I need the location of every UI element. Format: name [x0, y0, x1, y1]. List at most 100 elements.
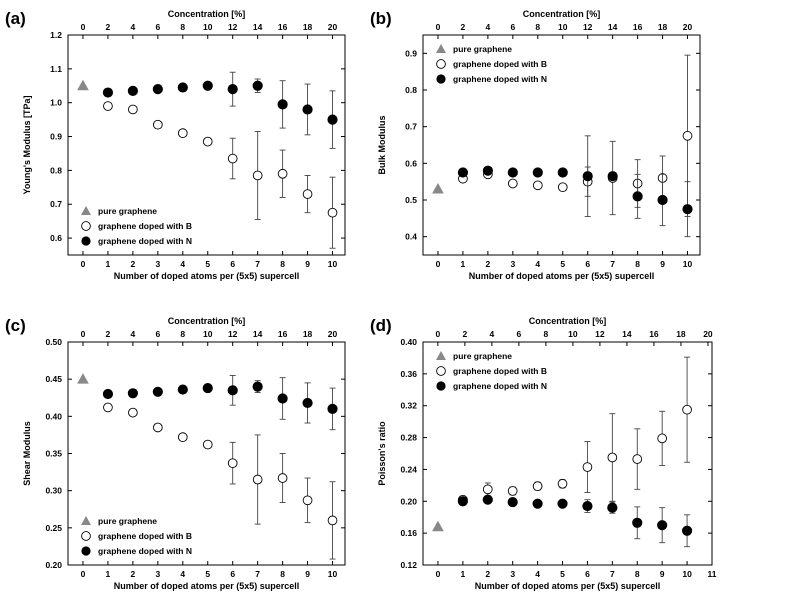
- x-tick-label: 1: [106, 569, 111, 579]
- x-tick-label: 8: [635, 259, 640, 269]
- x-tick-label: 2: [485, 569, 490, 579]
- top-tick-label: 4: [490, 329, 495, 339]
- top-tick-label: 0: [81, 329, 86, 339]
- data-point-boron: [582, 462, 593, 472]
- legend: pure graphene graphene doped with B graphe…: [436, 44, 547, 84]
- y-tick-label: 0.8: [405, 85, 417, 95]
- data-point-boron: [128, 104, 138, 115]
- data-point-boron: [682, 404, 692, 415]
- legend-label: graphene doped with B: [98, 221, 192, 231]
- legend-marker-pure: [436, 351, 446, 360]
- y-axis-title: Young's Modulus [TPa]: [22, 96, 32, 195]
- x-axis-title: Number of doped atoms per (5x5) supercel…: [114, 581, 300, 591]
- data-point-nitrogen: [657, 520, 668, 531]
- data-point-boron: [277, 473, 288, 483]
- y-tick-label: 0.9: [405, 48, 417, 58]
- x-tick-label: 1: [106, 259, 111, 269]
- data-point-nitrogen: [532, 498, 543, 509]
- legend-label: graphene doped with B: [453, 366, 547, 376]
- legend-label: graphene doped with N: [453, 381, 547, 391]
- data-point-boron: [507, 486, 518, 496]
- data-point-boron: [657, 433, 668, 444]
- data-point-boron: [327, 207, 338, 218]
- y-tick-label: 0.4: [405, 232, 417, 242]
- series-triangle: [432, 520, 444, 532]
- top-tick-label: 0: [436, 22, 441, 32]
- y-tick-label: 0.25: [45, 523, 62, 533]
- top-tick-label: 4: [131, 22, 136, 32]
- data-point-nitrogen: [177, 82, 188, 93]
- y-axis-title: Bulk Modulus: [377, 116, 387, 175]
- data-point-nitrogen: [607, 171, 618, 182]
- data-point-boron: [177, 432, 188, 442]
- series-filled-circle: [457, 494, 693, 548]
- x-tick-label: 4: [535, 569, 540, 579]
- legend-label: pure graphene: [98, 516, 157, 526]
- data-point-pure: [432, 182, 444, 194]
- top-tick-label: 20: [703, 329, 713, 339]
- x-tick-label: 4: [180, 569, 185, 579]
- top-tick-label: 16: [649, 329, 659, 339]
- legend-label: graphene doped with B: [453, 59, 547, 69]
- data-point-nitrogen: [127, 388, 138, 399]
- top-tick-label: 14: [253, 22, 263, 32]
- top-tick-label: 6: [510, 22, 515, 32]
- top-tick-label: 12: [228, 22, 238, 32]
- top-tick-label: 16: [278, 329, 288, 339]
- top-tick-label: 10: [568, 329, 578, 339]
- legend-marker-boron: [81, 531, 91, 541]
- data-point-nitrogen: [327, 403, 338, 414]
- y-tick-label: 0.12: [400, 560, 417, 570]
- legend: pure graphene graphene doped with B graphe…: [436, 351, 547, 391]
- legend-marker-boron: [436, 366, 446, 376]
- x-tick-label: 7: [255, 569, 260, 579]
- top-tick-label: 6: [155, 329, 160, 339]
- x-tick-label: 3: [155, 259, 160, 269]
- data-point-boron: [557, 182, 568, 193]
- y-tick-label: 0.24: [400, 464, 417, 474]
- top-tick-label: 2: [106, 22, 111, 32]
- series-filled-circle: [457, 135, 693, 238]
- y-axis-title: Shear Modulus: [22, 421, 32, 486]
- data-point-nitrogen: [681, 525, 693, 536]
- panel-label: (d): [370, 316, 392, 335]
- data-point-nitrogen: [102, 87, 114, 98]
- x-tick-label: 0: [436, 569, 441, 579]
- legend-label: graphene doped with N: [453, 74, 547, 84]
- data-point-boron: [152, 422, 163, 433]
- legend-marker-boron: [81, 221, 91, 231]
- data-point-boron: [532, 180, 543, 191]
- legend-marker-nitrogen: [81, 236, 91, 246]
- data-point-nitrogen: [457, 496, 468, 507]
- data-point-boron: [177, 128, 188, 139]
- x-tick-label: 10: [328, 259, 338, 269]
- x-tick-label: 0: [436, 259, 441, 269]
- top-tick-label: 14: [253, 329, 263, 339]
- y-tick-label: 0.7: [50, 199, 62, 209]
- y-tick-label: 0.40: [400, 337, 417, 347]
- top-tick-label: 20: [683, 22, 693, 32]
- legend-label: graphene doped with N: [98, 236, 192, 246]
- y-tick-label: 1.0: [50, 98, 62, 108]
- data-point-pure: [77, 373, 89, 384]
- x-tick-label: 2: [131, 569, 136, 579]
- x-tick-label: 9: [660, 569, 665, 579]
- x-tick-label: 6: [585, 259, 590, 269]
- series-filled-circle: [102, 71, 338, 149]
- top-tick-label: 20: [328, 329, 338, 339]
- top-tick-label: 4: [486, 22, 491, 32]
- legend-label: pure graphene: [453, 351, 512, 361]
- top-tick-label: 16: [278, 22, 288, 32]
- y-tick-label: 0.35: [45, 449, 62, 459]
- data-point-nitrogen: [252, 80, 263, 91]
- data-point-boron: [607, 452, 618, 463]
- x-tick-label: 5: [205, 569, 210, 579]
- top-tick-label: 8: [544, 329, 549, 339]
- legend-marker-pure: [81, 206, 91, 215]
- top-axis-title: Concentration [%]: [168, 316, 246, 326]
- top-tick-label: 18: [658, 22, 668, 32]
- legend: pure graphene graphene doped with B graphe…: [81, 206, 192, 246]
- top-tick-label: 12: [583, 22, 593, 32]
